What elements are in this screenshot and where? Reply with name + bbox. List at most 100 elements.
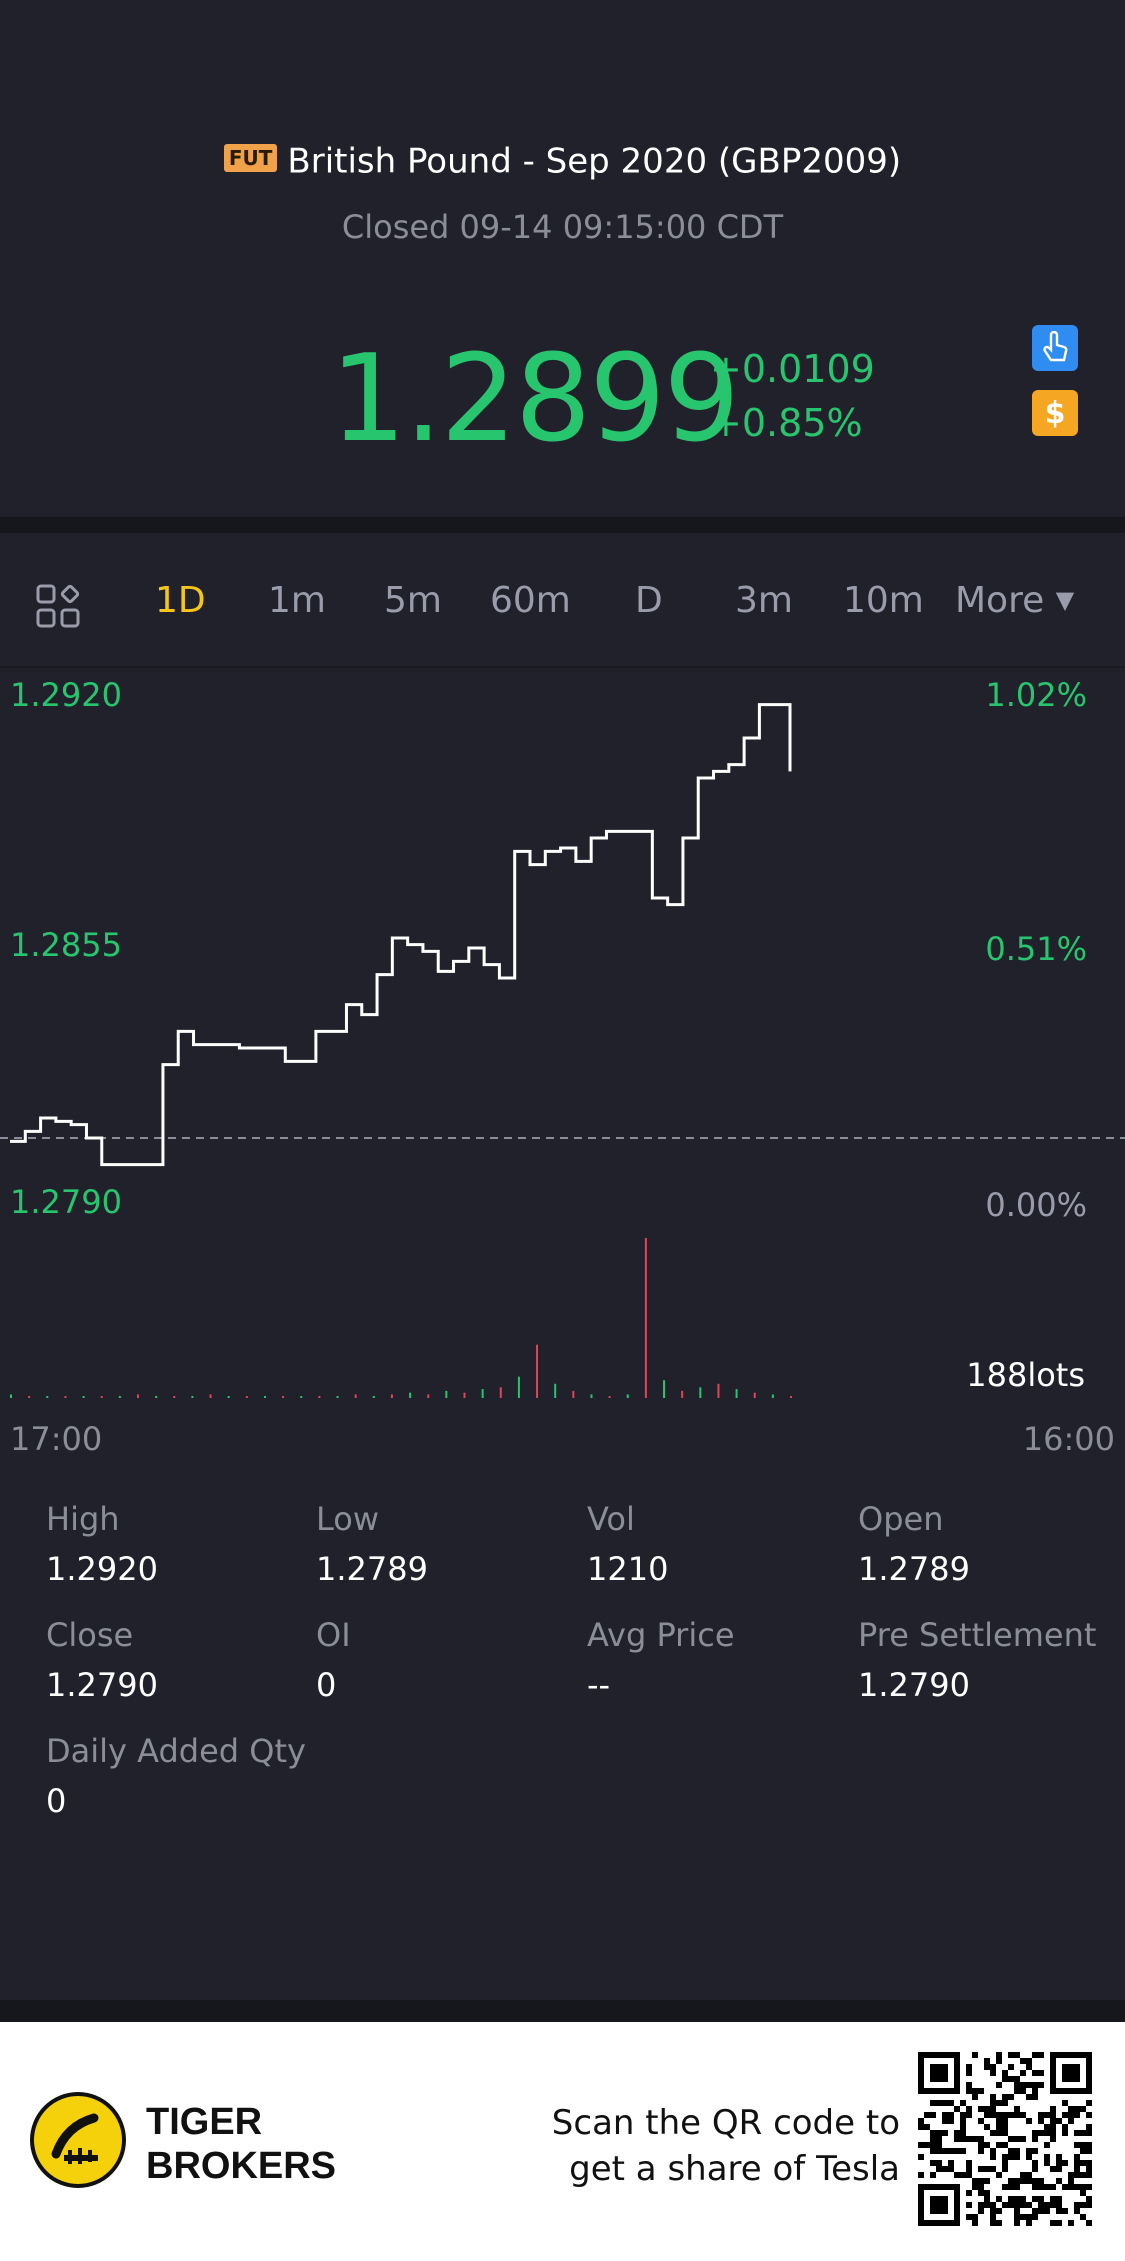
qr-module [954,2106,960,2112]
qr-module [1020,2214,1026,2220]
qr-module [978,2148,984,2154]
qr-module [966,2064,972,2070]
qr-module [1056,2202,1062,2208]
qr-module [1050,2202,1056,2208]
stat-value: 1.2789 [858,1550,970,1588]
qr-module [1014,2196,1020,2202]
qr-module [1020,2088,1026,2094]
qr-module [1026,2064,1032,2070]
volume-bar [300,1396,303,1398]
stat-value: 0 [46,1782,67,1820]
tiger-logo-icon [30,2092,126,2188]
qr-module [1080,2142,1086,2148]
qr-module [1032,2196,1038,2202]
qr-module [1032,2082,1038,2088]
qr-module [1014,2202,1020,2208]
hand-pointer-icon[interactable] [1032,325,1078,371]
tab-3m[interactable]: 3m [735,580,793,621]
qr-module [1080,2172,1086,2178]
qr-module [996,2208,1002,2214]
qr-module [1044,2112,1050,2118]
qr-module [1086,2112,1092,2118]
volume-bar [10,1394,12,1398]
change-percent: +0.85% [710,401,863,445]
qr-module [984,2166,990,2172]
volume-bar [554,1383,557,1398]
qr-module [1032,2208,1038,2214]
volume-bar [699,1387,702,1398]
qr-module [966,2136,972,2142]
tab-d[interactable]: D [635,580,663,621]
qr-module [990,2094,996,2100]
qr-module [990,2148,996,2154]
qr-module [1062,2112,1068,2118]
qr-module [1086,2184,1092,2190]
qr-module [978,2088,984,2094]
qr-module [1002,2166,1008,2172]
qr-module [948,2166,954,2172]
qr-module [930,2172,936,2178]
qr-module [978,2202,984,2208]
qr-module [990,2220,996,2226]
tab-more[interactable]: More ▼ [955,580,1074,621]
qr-module [966,2160,972,2166]
tab-1m[interactable]: 1m [268,580,326,621]
y-tick-mid: 1.2855 [10,926,122,964]
qr-module [942,2112,948,2118]
qr-module [960,2130,966,2136]
qr-module [1086,2148,1092,2154]
qr-module [960,2148,966,2154]
volume-bar [390,1394,393,1398]
qr-module [984,2196,990,2202]
qr-module [978,2208,984,2214]
qr-module [1008,2178,1014,2184]
qr-code-icon [918,2052,1092,2226]
indicator-grid-icon[interactable] [34,582,82,630]
qr-module [1056,2208,1062,2214]
qr-module [936,2148,942,2154]
qr-module [996,2082,1002,2088]
qr-module [984,2190,990,2196]
qr-module [1062,2184,1068,2190]
qr-module [978,2106,984,2112]
qr-module [990,2112,996,2118]
tab-10m[interactable]: 10m [843,580,924,621]
qr-module [960,2100,966,2106]
stat-label: Avg Price [587,1616,735,1654]
volume-bar [481,1389,484,1398]
stat-label: OI [316,1616,351,1654]
volume-bar [263,1396,266,1398]
qr-module [1008,2154,1014,2160]
tab-5m[interactable]: 5m [384,580,442,621]
qr-module [966,2166,972,2172]
qr-module [1050,2184,1056,2190]
tab-1d[interactable]: 1D [155,580,206,621]
qr-module [1044,2184,1050,2190]
contract-title: British Pound - Sep 2020 (GBP2009) [287,141,902,182]
volume-bar [644,1238,647,1398]
qr-module [978,2190,984,2196]
qr-module [942,2148,948,2154]
volume-bar [173,1396,176,1398]
section-divider [0,517,1125,533]
qr-module [1050,2112,1056,2118]
qr-module [1038,2070,1044,2076]
stat-value: -- [587,1666,611,1704]
qr-module [996,2100,1002,2106]
qr-module [990,2064,996,2070]
qr-module [966,2214,972,2220]
promo-footer: TIGER BROKERS Scan the QR code to get a … [0,2022,1125,2261]
qr-module [1074,2112,1080,2118]
qr-module [1026,2118,1032,2124]
stat-label: Low [316,1500,380,1538]
volume-bar [245,1396,248,1398]
qr-module [990,2106,996,2112]
dollar-icon[interactable]: $ [1032,390,1078,436]
futures-badge: FUT [223,143,278,172]
qr-module [990,2202,996,2208]
qr-module [948,2160,954,2166]
tab-60m[interactable]: 60m [490,580,571,621]
qr-module [1014,2214,1020,2220]
price-chart[interactable]: 1.2920 1.2855 1.2790 1.02% 0.51% 0.00% 1… [0,668,1125,1458]
qr-module [918,2118,924,2124]
